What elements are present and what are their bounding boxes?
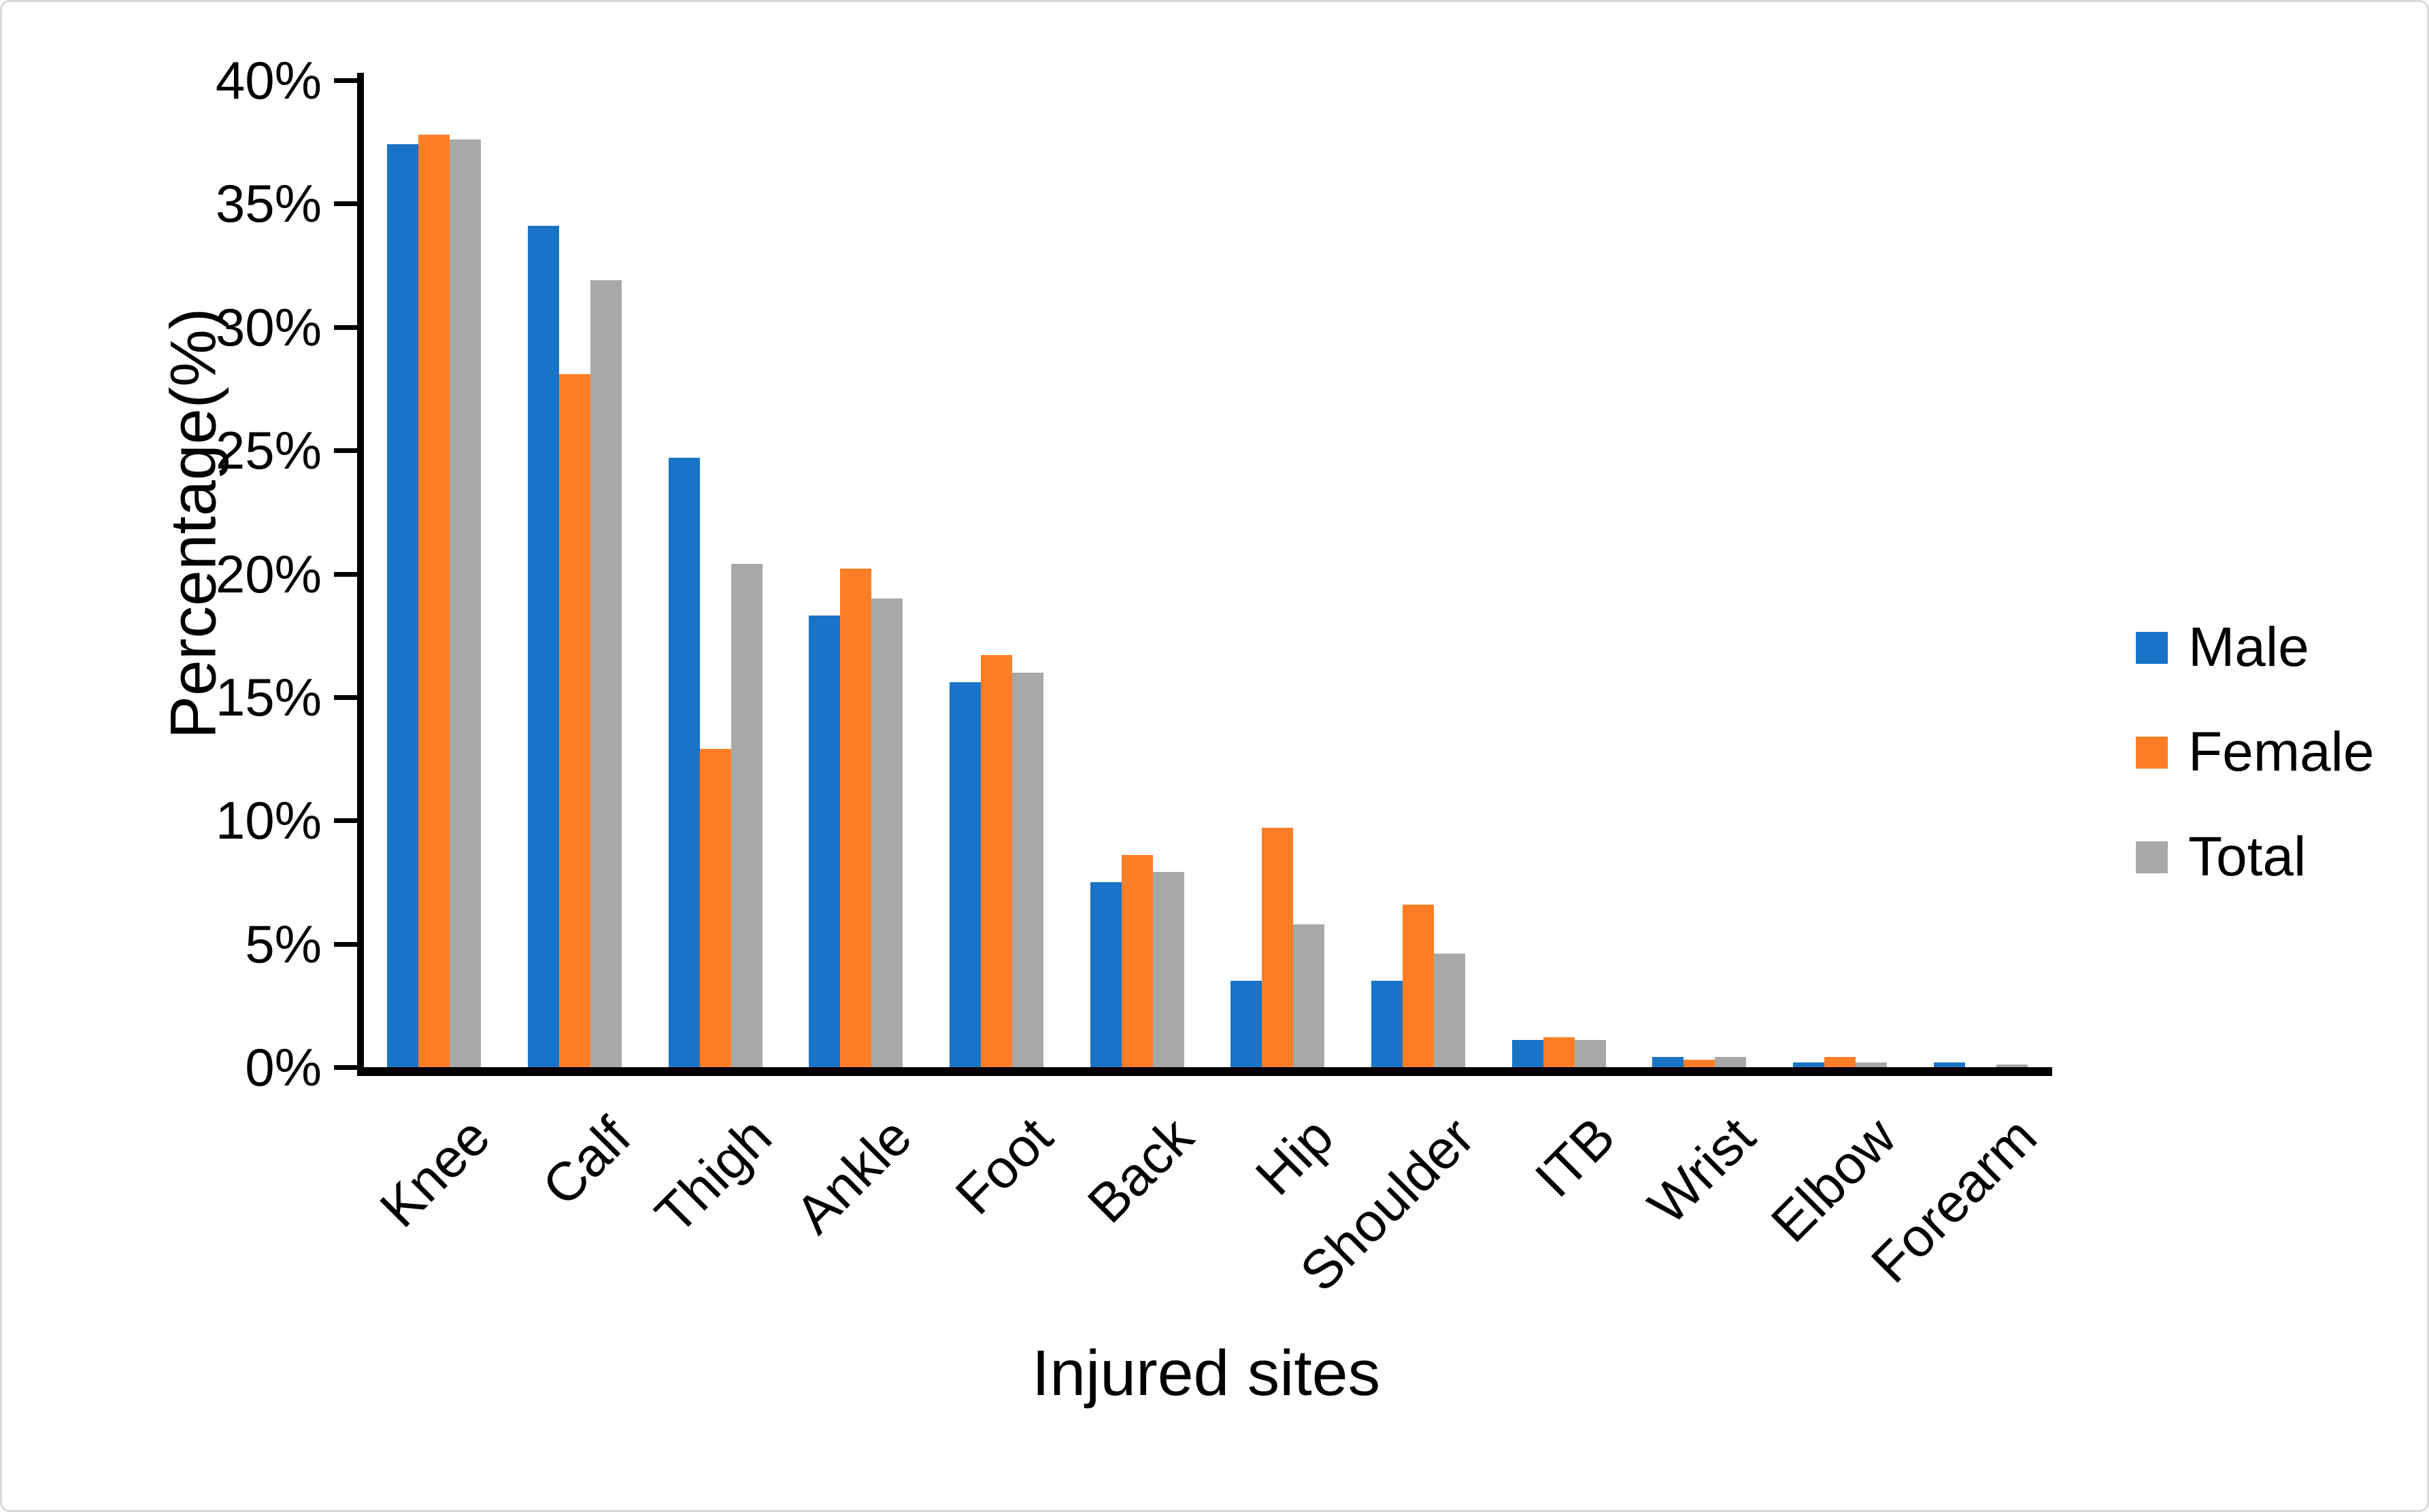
y-tick-mark (334, 324, 358, 330)
bar-female-elbow (1824, 1057, 1856, 1067)
bar-male-foot (950, 682, 982, 1067)
bar-male-back (1090, 882, 1122, 1067)
bar-male-elbow (1793, 1062, 1825, 1067)
bar-male-knee (387, 144, 419, 1067)
bar-female-shoulder (1403, 905, 1435, 1067)
bar-male-wrist (1652, 1057, 1684, 1067)
bar-group-elbow (1770, 80, 1911, 1067)
y-tick-mark (334, 201, 358, 207)
y-tick-label: 40% (215, 50, 322, 110)
y-tick-label: 10% (215, 790, 322, 851)
bar-female-ankle (840, 569, 872, 1067)
x-axis-title: Injured sites (1031, 1337, 1381, 1409)
bar-total-forearm (1996, 1064, 2028, 1067)
bar-total-calf (590, 280, 622, 1067)
bar-male-thigh (668, 458, 700, 1067)
y-tick-mark (334, 694, 358, 700)
y-tick-mark (334, 1065, 358, 1070)
y-tick-label: 20% (215, 543, 322, 604)
bar-group-calf (505, 80, 646, 1067)
bar-female-back (1121, 855, 1153, 1067)
y-tick-mark (334, 941, 358, 947)
bar-group-foot (926, 80, 1067, 1067)
y-tick-label: 25% (215, 420, 322, 481)
y-tick-mark (334, 571, 358, 577)
bar-total-hip (1293, 924, 1325, 1067)
bar-total-knee (450, 139, 482, 1067)
bar-total-wrist (1715, 1057, 1747, 1067)
x-axis-line (357, 1067, 2052, 1076)
bar-group-forearm (1910, 80, 2051, 1067)
bar-group-knee (364, 80, 505, 1067)
bar-total-back (1152, 872, 1184, 1067)
y-axis-line (357, 73, 364, 1076)
legend-label-male: Male (2188, 616, 2309, 678)
legend-label-total: Total (2188, 826, 2307, 888)
bar-female-thigh (699, 749, 731, 1067)
legend-swatch-male (2136, 631, 2168, 664)
bar-female-itb (1543, 1037, 1575, 1067)
bar-group-shoulder (1348, 80, 1489, 1067)
bar-female-calf (559, 374, 590, 1067)
legend-item-total: Total (2136, 829, 2374, 885)
bar-male-shoulder (1371, 981, 1403, 1067)
legend-label-female: Female (2188, 721, 2375, 783)
bar-total-thigh (731, 564, 763, 1067)
bar-female-hip (1262, 828, 1294, 1067)
legend: Male Female Total (2136, 620, 2374, 934)
y-tick-mark (334, 818, 358, 824)
bar-group-back (1067, 80, 1207, 1067)
y-tick-label: 0% (245, 1037, 322, 1097)
bar-group-wrist (1629, 80, 1770, 1067)
bar-male-forearm (1933, 1062, 1965, 1067)
bar-group-itb (1488, 80, 1629, 1067)
bar-total-ankle (871, 599, 903, 1067)
y-tick-label: 15% (215, 667, 322, 727)
y-tick-mark (334, 448, 358, 454)
legend-swatch-female (2136, 736, 2168, 769)
bar-male-hip (1230, 981, 1262, 1067)
bar-total-elbow (1856, 1062, 1888, 1067)
bar-total-foot (1012, 673, 1044, 1067)
bar-female-knee (418, 135, 450, 1067)
y-tick-label: 35% (215, 173, 322, 234)
bar-male-ankle (809, 616, 841, 1067)
legend-swatch-total (2136, 841, 2168, 873)
plot-area (364, 80, 2051, 1067)
bar-total-itb (1574, 1040, 1606, 1067)
y-tick-label: 5% (245, 913, 322, 974)
legend-item-male: Male (2136, 620, 2374, 675)
bar-female-foot (981, 655, 1013, 1067)
bar-group-ankle (786, 80, 926, 1067)
legend-item-female: Female (2136, 724, 2374, 780)
bar-group-hip (1207, 80, 1348, 1067)
bar-group-thigh (645, 80, 786, 1067)
y-tick-mark (334, 78, 358, 83)
bar-female-wrist (1683, 1060, 1715, 1067)
bar-total-shoulder (1434, 954, 1466, 1067)
bar-male-itb (1511, 1040, 1543, 1067)
bar-male-calf (528, 226, 559, 1067)
y-tick-label: 30% (215, 297, 322, 357)
